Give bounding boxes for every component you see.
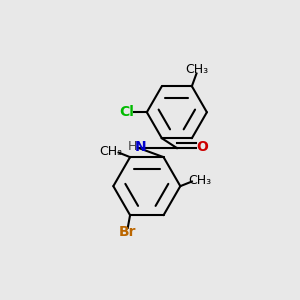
Text: CH₃: CH₃ <box>188 174 212 187</box>
Text: Cl: Cl <box>120 104 135 118</box>
Text: CH₃: CH₃ <box>99 145 122 158</box>
Text: H: H <box>128 140 137 153</box>
Text: O: O <box>196 140 208 154</box>
Text: N: N <box>134 140 146 154</box>
Text: Br: Br <box>119 226 136 239</box>
Text: CH₃: CH₃ <box>185 63 208 76</box>
